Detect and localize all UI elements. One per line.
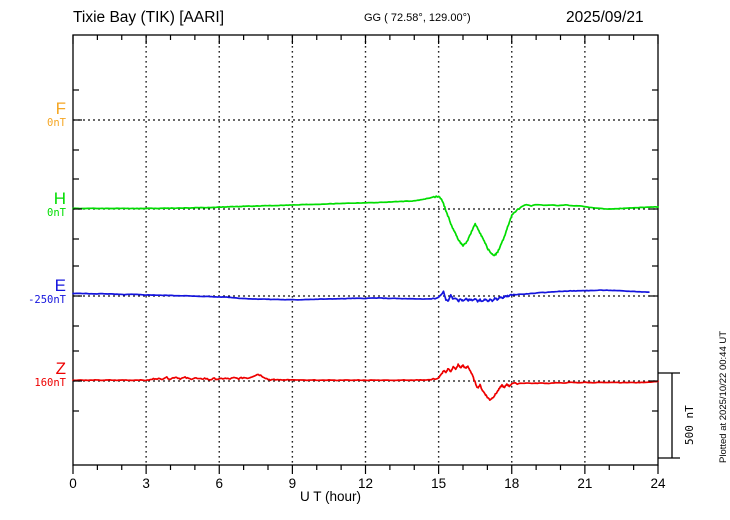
observation-date: 2025/09/21 <box>566 9 644 26</box>
station-title: Tixie Bay (TIK) [AARI] <box>73 9 225 26</box>
x-tick-label-0: 0 <box>69 476 77 491</box>
axis-label-f: F 0nT <box>0 100 66 129</box>
axis-ticks <box>72 35 659 474</box>
scale-bar <box>658 372 680 459</box>
component-baseline-z: 160nT <box>34 377 66 389</box>
x-tick-label-21: 21 <box>577 476 593 491</box>
component-name-z: Z <box>55 359 66 378</box>
component-name-e: E <box>54 276 66 295</box>
axis-label-e: E -250nT <box>0 277 66 306</box>
plotted-timestamp: Plotted at 2025/10/22 00:44 UT <box>718 330 729 463</box>
axis-label-z: Z 160nT <box>0 360 66 389</box>
component-baseline-e: -250nT <box>28 294 66 306</box>
x-tick-label-18: 18 <box>504 476 520 491</box>
component-name-f: F <box>55 99 66 118</box>
geographic-coordinates: GG ( 72.58°, 129.00°) <box>364 12 471 24</box>
grid-lines <box>145 36 586 464</box>
plot-frame <box>72 34 659 466</box>
component-baseline-f: 0nT <box>47 117 66 129</box>
x-tick-label-12: 12 <box>357 476 374 491</box>
x-axis-title: U T (hour) <box>300 489 362 504</box>
component-baseline-h: 0nT <box>47 207 66 219</box>
x-tick-label-3: 3 <box>142 476 150 491</box>
x-tick-label-15: 15 <box>431 476 447 491</box>
x-tick-label-24: 24 <box>650 476 666 491</box>
scale-bar-label: 500 nT <box>683 405 696 445</box>
axis-label-h: H 0nT <box>0 190 66 219</box>
component-name-h: H <box>53 189 66 208</box>
x-tick-label-6: 6 <box>215 476 223 491</box>
component-traces <box>72 195 659 401</box>
x-tick-label-9: 9 <box>288 476 297 491</box>
